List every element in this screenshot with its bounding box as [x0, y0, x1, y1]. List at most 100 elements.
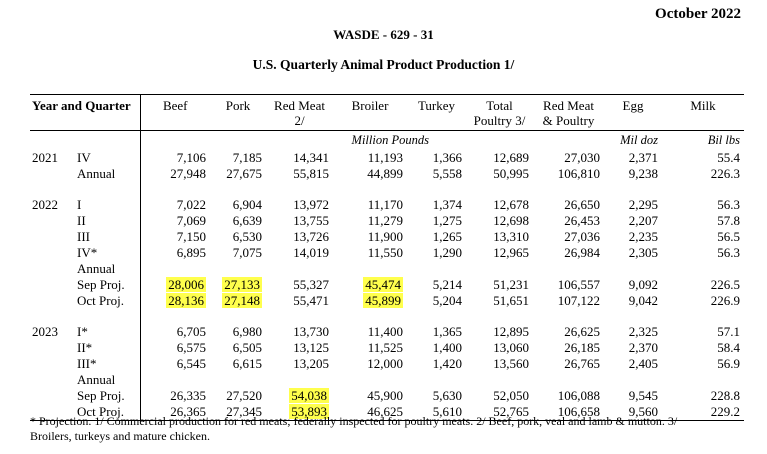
- cell-total-poultry: 51,231: [493, 276, 529, 292]
- row-label: III: [30, 228, 141, 245]
- cell-milk: 56.5: [717, 228, 740, 244]
- table-row: 2022 I 7,022 6,904 13,972 11,170 1,374 12,678 26…: [30, 196, 744, 213]
- cell-beef: 28,136: [140, 292, 210, 309]
- highlighted-value: 28,006: [166, 276, 206, 292]
- page-date: October 2022: [655, 6, 741, 22]
- highlighted-value: 28,136: [166, 292, 206, 308]
- year-label: 2021: [32, 149, 58, 165]
- cell-pork: 7,075: [232, 244, 262, 260]
- cell-red-meat-poultry: 107,122: [557, 292, 600, 308]
- cell-broiler: 44,899: [367, 165, 403, 181]
- cell-red-meat: 13,972: [293, 196, 329, 212]
- column-header-red-meat: Red Meat 2/: [266, 94, 333, 131]
- table-row: Sep Proj. 26,335 27,520 54,038 45,900 5,630 52…: [30, 387, 744, 404]
- cell-broiler: 45,900: [367, 387, 403, 403]
- quarter-label: Sep Proj.: [77, 276, 125, 292]
- cell-egg: 2,305: [628, 244, 658, 260]
- report-id: WASDE - 629 - 31: [333, 27, 434, 42]
- cell-egg: 2,371: [628, 149, 658, 165]
- header-row: Year and Quarter Beef Pork Red Meat 2/ Br…: [30, 94, 744, 131]
- column-header-total-poultry: Total Poultry 3/: [466, 94, 533, 131]
- table-row: Annual: [30, 371, 744, 388]
- cell-pork: [210, 372, 266, 388]
- cell-egg: 2,207: [628, 212, 658, 228]
- cell-turkey: 1,366: [432, 149, 462, 165]
- cell-broiler: 45,474: [333, 276, 407, 293]
- quarter-label: III: [77, 228, 90, 244]
- row-label: 2023 I*: [30, 323, 141, 340]
- quarter-label: IV: [77, 149, 91, 165]
- table-row: II* 6,575 6,505 13,125 11,525 1,400 13,060 26,1…: [30, 339, 744, 356]
- cell-milk: 55.4: [717, 149, 740, 165]
- cell-red-meat-poultry: 27,030: [564, 149, 600, 165]
- cell-red-meat: [266, 261, 333, 277]
- quarter-label: Oct Proj.: [77, 403, 124, 419]
- cell-milk: 226.3: [710, 165, 740, 181]
- cell-pork: 27,345: [226, 403, 262, 419]
- cell-red-meat-poultry: 106,810: [557, 165, 600, 181]
- cell-total-poultry: 13,060: [493, 339, 529, 355]
- cell-broiler: 11,400: [367, 323, 403, 339]
- footnote-line: Broilers, turkeys and mature chicken.: [30, 429, 210, 443]
- cell-egg: 2,325: [628, 323, 658, 339]
- row-label: II: [30, 212, 141, 229]
- cell-red-meat: 14,341: [293, 149, 329, 165]
- column-header-turkey: Turkey: [407, 94, 466, 131]
- table-row: 2023 I* 6,705 6,980 13,730 11,400 1,365 12,895 2…: [30, 323, 744, 340]
- cell-pork: 27,675: [226, 165, 262, 181]
- table-row: Oct Proj. 28,136 27,148 55,471 45,899 5,204 51…: [30, 292, 744, 309]
- cell-red-meat-poultry: [533, 261, 604, 277]
- cell-broiler: 12,000: [367, 355, 403, 371]
- cell-total-poultry: 52,765: [493, 403, 529, 419]
- cell-broiler: 11,900: [367, 228, 403, 244]
- row-label: III*: [30, 355, 141, 372]
- cell-broiler: 11,279: [367, 212, 403, 228]
- cell-broiler: 11,550: [367, 244, 403, 260]
- cell-milk: 228.8: [710, 387, 740, 403]
- cell-turkey: 5,558: [432, 165, 462, 181]
- cell-milk: 56.3: [717, 244, 740, 260]
- cell-milk: 226.9: [710, 292, 740, 308]
- cell-pork: 27,520: [226, 387, 262, 403]
- cell-milk: [662, 261, 744, 277]
- cell-turkey: [407, 372, 466, 388]
- units-label-egg: Mil doz: [620, 132, 658, 147]
- cell-red-meat-poultry: 26,984: [564, 244, 600, 260]
- table-row: III* 6,545 6,615 13,205 12,000 1,420 13,560 26,…: [30, 355, 744, 372]
- cell-beef: 6,705: [176, 323, 206, 339]
- cell-turkey: 1,420: [432, 355, 462, 371]
- cell-egg: [604, 261, 662, 277]
- cell-pork: 6,980: [232, 323, 262, 339]
- table-row: Oct Proj. 26,365 27,345 53,893 46,625 5,610 52…: [30, 403, 744, 420]
- table-row: II 7,069 6,639 13,755 11,279 1,275 12,698 26,45…: [30, 212, 744, 229]
- cell-beef: 7,022: [176, 196, 206, 212]
- row-label: [30, 308, 141, 324]
- cell-turkey: 5,204: [432, 292, 462, 308]
- cell-total-poultry: 12,965: [493, 244, 529, 260]
- cell-total-poultry: 51,651: [493, 292, 529, 308]
- cell-total-poultry: 13,560: [493, 355, 529, 371]
- quarter-label: III*: [77, 355, 97, 371]
- row-label: Annual: [30, 371, 141, 388]
- column-header-year-quarter: Year and Quarter: [30, 94, 141, 131]
- cell-pork: 7,185: [232, 149, 262, 165]
- table-body: Million Pounds Mil doz Bil lbs 2021 IV 7,1…: [30, 130, 744, 420]
- cell-red-meat-poultry: 26,625: [564, 323, 600, 339]
- cell-broiler: [333, 261, 407, 277]
- cell-broiler: 46,625: [367, 403, 403, 419]
- cell-egg: 9,092: [628, 276, 658, 292]
- cell-turkey: 1,265: [432, 228, 462, 244]
- cell-pork: 6,530: [232, 228, 262, 244]
- cell-milk: [662, 372, 744, 388]
- cell-red-meat-poultry: 27,036: [564, 228, 600, 244]
- cell-total-poultry: [466, 372, 533, 388]
- cell-total-poultry: 13,310: [493, 228, 529, 244]
- cell-egg: 2,370: [628, 339, 658, 355]
- column-header-red-meat-poultry: Red Meat & Poultry: [533, 94, 604, 131]
- cell-red-meat-poultry: 106,088: [557, 387, 600, 403]
- cell-egg: 2,405: [628, 355, 658, 371]
- cell-beef: [140, 261, 210, 277]
- cell-egg: 9,560: [628, 403, 658, 419]
- cell-beef: 7,150: [176, 228, 206, 244]
